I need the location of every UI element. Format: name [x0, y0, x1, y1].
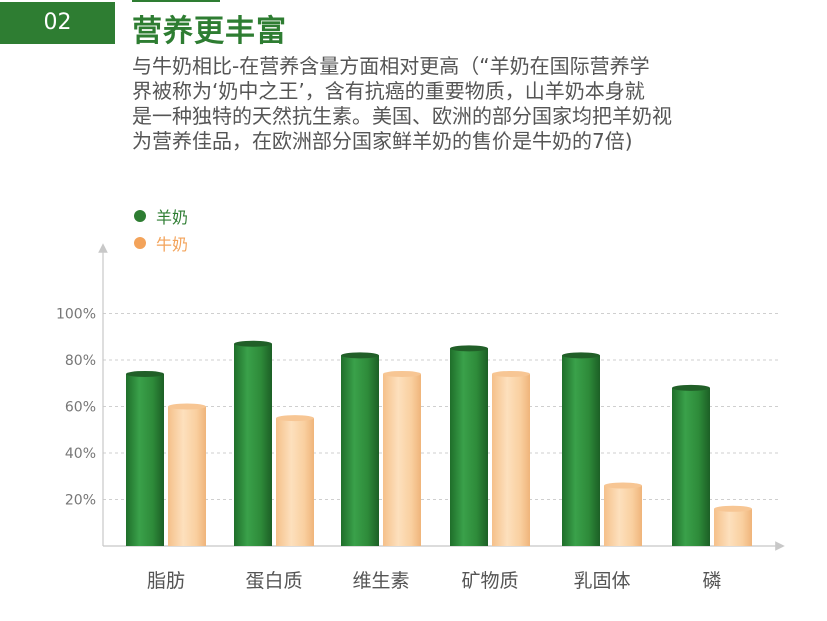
x-category-label: 乳固体	[573, 570, 630, 592]
bar-cap-cow-milk	[492, 370, 530, 377]
x-category-label: 矿物质	[461, 570, 518, 592]
legend-label: 羊奶	[156, 207, 189, 227]
description-line: 界被称为‘奶中之王’，含有抗癌的重要物质，山羊奶本身就	[132, 79, 645, 103]
bar-cap-goat-milk	[672, 384, 710, 391]
bar-goat-milk	[562, 355, 600, 546]
bar-cap-cow-milk	[168, 403, 206, 410]
bar-goat-milk	[341, 355, 379, 546]
bar-goat-milk	[450, 348, 488, 546]
title-accent-line	[132, 0, 220, 2]
y-tick-label: 80%	[65, 353, 96, 369]
chart-legend: 羊奶 牛奶	[134, 202, 188, 256]
bar-cow-milk	[168, 406, 206, 546]
bar-goat-milk	[234, 343, 272, 546]
legend-dot-cow-icon	[134, 236, 146, 249]
bar-cow-milk	[383, 373, 421, 546]
bar-cow-milk	[604, 485, 642, 546]
bar-cow-milk	[714, 508, 752, 546]
page-title: 营养更丰富	[132, 14, 287, 49]
bar-goat-milk	[126, 373, 164, 546]
bar-cap-goat-milk	[341, 352, 379, 359]
description-line: 是一种独特的天然抗生素。美国、欧洲的部分国家均把羊奶视	[132, 104, 672, 128]
y-tick-label: 60%	[65, 400, 96, 416]
bar-cap-cow-milk	[604, 482, 642, 489]
legend-item-cow-milk: 牛奶	[134, 229, 188, 256]
bar-cap-cow-milk	[714, 505, 752, 512]
bar-cow-milk	[492, 373, 530, 546]
y-tick-label: 40%	[65, 446, 96, 462]
bar-cap-cow-milk	[276, 415, 314, 422]
legend-dot-goat-icon	[134, 209, 146, 222]
bar-goat-milk	[672, 387, 710, 546]
x-category-label: 维生素	[352, 570, 409, 592]
bar-cap-cow-milk	[383, 370, 421, 377]
description-line: 与牛奶相比-在营养含量方面相对更高（“羊奶在国际营养学	[132, 54, 650, 78]
x-category-label: 蛋白质	[245, 570, 302, 592]
description: 与牛奶相比-在营养含量方面相对更高（“羊奶在国际营养学 界被称为‘奶中之王’，含…	[132, 54, 762, 154]
section-number-badge: 02	[0, 2, 115, 44]
y-tick-label: 100%	[56, 307, 96, 323]
description-line: 为营养佳品，在欧洲部分国家鲜羊奶的售价是牛奶的7倍)	[132, 129, 633, 153]
bar-cap-goat-milk	[450, 345, 488, 352]
bar-cap-goat-milk	[562, 352, 600, 359]
y-tick-label: 20%	[65, 493, 96, 509]
x-category-label: 脂肪	[147, 570, 185, 592]
x-category-label: 磷	[702, 570, 721, 592]
bar-cap-goat-milk	[126, 370, 164, 377]
bar-cow-milk	[276, 418, 314, 546]
legend-label: 牛奶	[156, 234, 189, 254]
legend-item-goat-milk: 羊奶	[134, 202, 188, 229]
bar-cap-goat-milk	[234, 340, 272, 347]
